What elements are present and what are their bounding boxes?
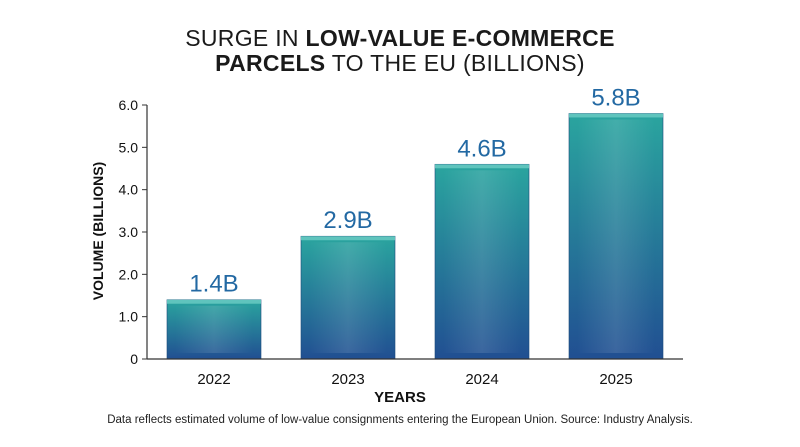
y-tick-label: 3.0 [119,224,139,240]
bar-cap-2023 [301,236,395,241]
x-tick-label-2024: 2024 [465,371,498,388]
footnote: Data reflects estimated volume of low-va… [107,414,693,426]
chart-title: SURGE IN LOW-VALUE E-COMMERCE PARCELS TO… [0,26,800,76]
value-labels-group: 1.4B 2.9B 4.6B 5.8B [189,84,640,297]
x-axis-label: YEARS [374,389,426,406]
y-tick-label: 4.0 [119,182,139,198]
y-tick-label: 2.0 [119,266,139,282]
bar-cap-2022 [167,299,261,304]
bar-sheen-2024 [443,170,521,353]
x-tick-label-2023: 2023 [331,371,364,388]
title-line1-bold: LOW-VALUE E-COMMERCE [305,25,615,51]
y-tick-label: 5.0 [119,139,139,155]
bar-chart: 1.4B 2.9B 4.6B 5.8B 0 1.0 2.0 3.0 4.0 5.0 6.0 202… [90,84,683,406]
data-label-2023: 2.9B [323,207,372,234]
bar-sheen-2023 [309,242,387,353]
data-label-2025: 5.8B [591,84,640,111]
x-tick-label-2025: 2025 [599,371,632,388]
bars-group [166,113,664,360]
title-line2-bold: PARCELS [215,50,326,76]
title-line-1: SURGE IN LOW-VALUE E-COMMERCE [0,26,800,51]
title-line-2: PARCELS TO THE EU (BILLIONS) [0,51,800,76]
x-tick-label-2022: 2022 [197,371,230,388]
y-axis-label: VOLUME (BILLIONS) [90,162,106,300]
y-tick-label: 6.0 [119,97,139,113]
y-tick-label: 0 [130,351,138,367]
bar-cap-2024 [435,164,529,169]
y-ticks-group: 0 1.0 2.0 3.0 4.0 5.0 6.0 [119,97,147,367]
bar-sheen-2022 [175,305,253,353]
title-line2-regular: TO THE EU (BILLIONS) [325,50,585,76]
y-tick-label: 1.0 [119,309,139,325]
title-line1-regular: SURGE IN [185,25,306,51]
bar-sheen-2025 [577,119,655,353]
bar-cap-2025 [569,113,663,118]
data-label-2024: 4.6B [457,135,506,162]
x-ticks-group: 2022 2023 2024 2025 [197,371,632,388]
data-label-2022: 1.4B [189,271,238,298]
